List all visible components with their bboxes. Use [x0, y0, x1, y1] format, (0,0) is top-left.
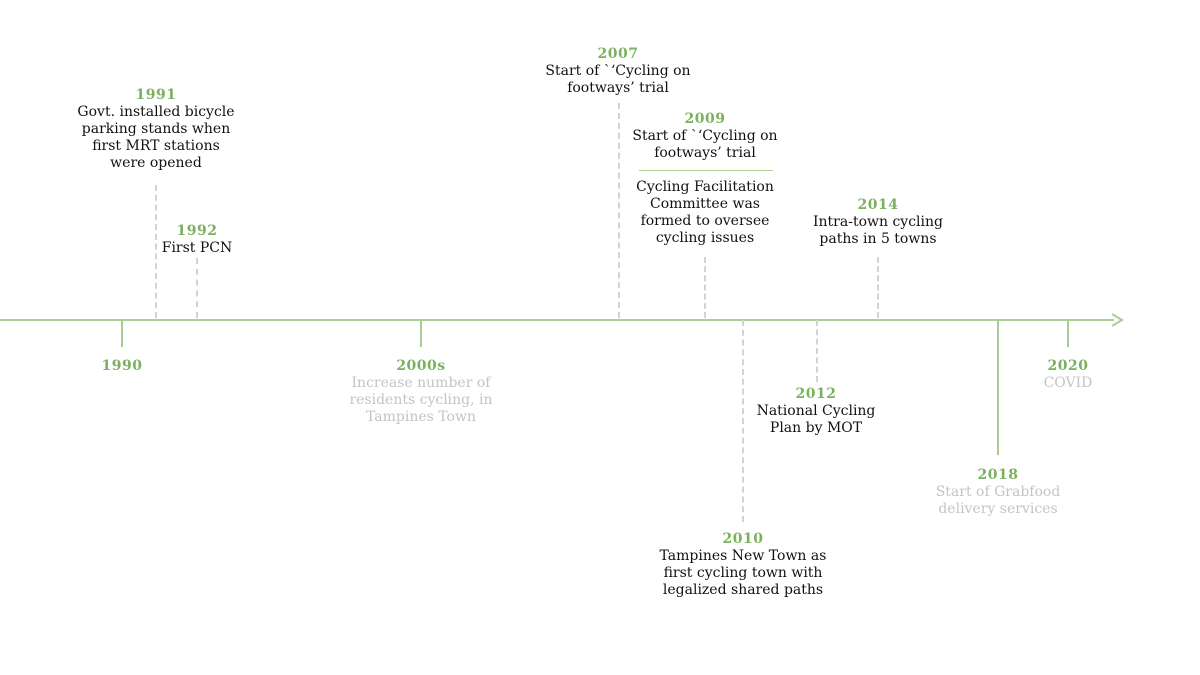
event-1992: 1992 First PCN — [137, 223, 257, 257]
arrow-right-icon — [1110, 313, 1124, 327]
event-description: Start of Grabfood delivery services — [918, 484, 1078, 518]
event-description: Intra-town cycling paths in 5 towns — [788, 214, 968, 248]
event-description: COVID — [1018, 375, 1118, 392]
event-1991: 1991 Govt. installed bicycle parking sta… — [56, 87, 256, 172]
event-year: 1990 — [72, 358, 172, 375]
connector-2009 — [704, 257, 706, 318]
event-description: Govt. installed bicycle parking stands w… — [56, 104, 256, 172]
event-year: 2000s — [321, 358, 521, 375]
event-description: Increase number of residents cycling, in… — [321, 375, 521, 426]
connector-1992 — [196, 258, 198, 318]
event-year: 2009 — [605, 111, 805, 128]
event-2010: 2010 Tampines New Town as first cycling … — [643, 531, 843, 599]
connector-2012 — [816, 320, 818, 382]
event-1990: 1990 — [72, 358, 172, 375]
event-2018: 2018 Start of Grabfood delivery services — [918, 467, 1078, 518]
event-2000s: 2000s Increase number of residents cycli… — [321, 358, 521, 426]
event-description: First PCN — [137, 240, 257, 257]
event-description: Start of `‘Cycling on footways’ trial — [518, 63, 718, 97]
event-year: 2020 — [1018, 358, 1118, 375]
tick-2020 — [1067, 320, 1069, 347]
event-2014: 2014 Intra-town cycling paths in 5 towns — [788, 197, 968, 248]
tick-2018 — [997, 320, 999, 455]
event-description: Start of `‘Cycling on footways’ trial — [605, 128, 805, 162]
event-year: 2012 — [736, 386, 896, 403]
event-2012: 2012 National Cycling Plan by MOT — [736, 386, 896, 437]
event-year: 2014 — [788, 197, 968, 214]
event-2020: 2020 COVID — [1018, 358, 1118, 392]
event-description: Cycling Facilitation Committee was forme… — [605, 179, 805, 247]
event-year: 2007 — [518, 46, 718, 63]
event-description: National Cycling Plan by MOT — [736, 403, 896, 437]
event-2009: 2009 Start of `‘Cycling on footways’ tri… — [605, 111, 805, 162]
tick-2000s — [420, 320, 422, 347]
timeline-axis — [0, 319, 1114, 321]
tick-1990 — [121, 320, 123, 347]
connector-2014 — [877, 257, 879, 318]
event-year: 1992 — [137, 223, 257, 240]
event-year: 1991 — [56, 87, 256, 104]
event-2009-divider — [639, 170, 773, 171]
event-description: Tampines New Town as first cycling town … — [643, 548, 843, 599]
event-year: 2018 — [918, 467, 1078, 484]
event-2007: 2007 Start of `‘Cycling on footways’ tri… — [518, 46, 718, 97]
event-2009-second: Cycling Facilitation Committee was forme… — [605, 179, 805, 247]
event-year: 2010 — [643, 531, 843, 548]
